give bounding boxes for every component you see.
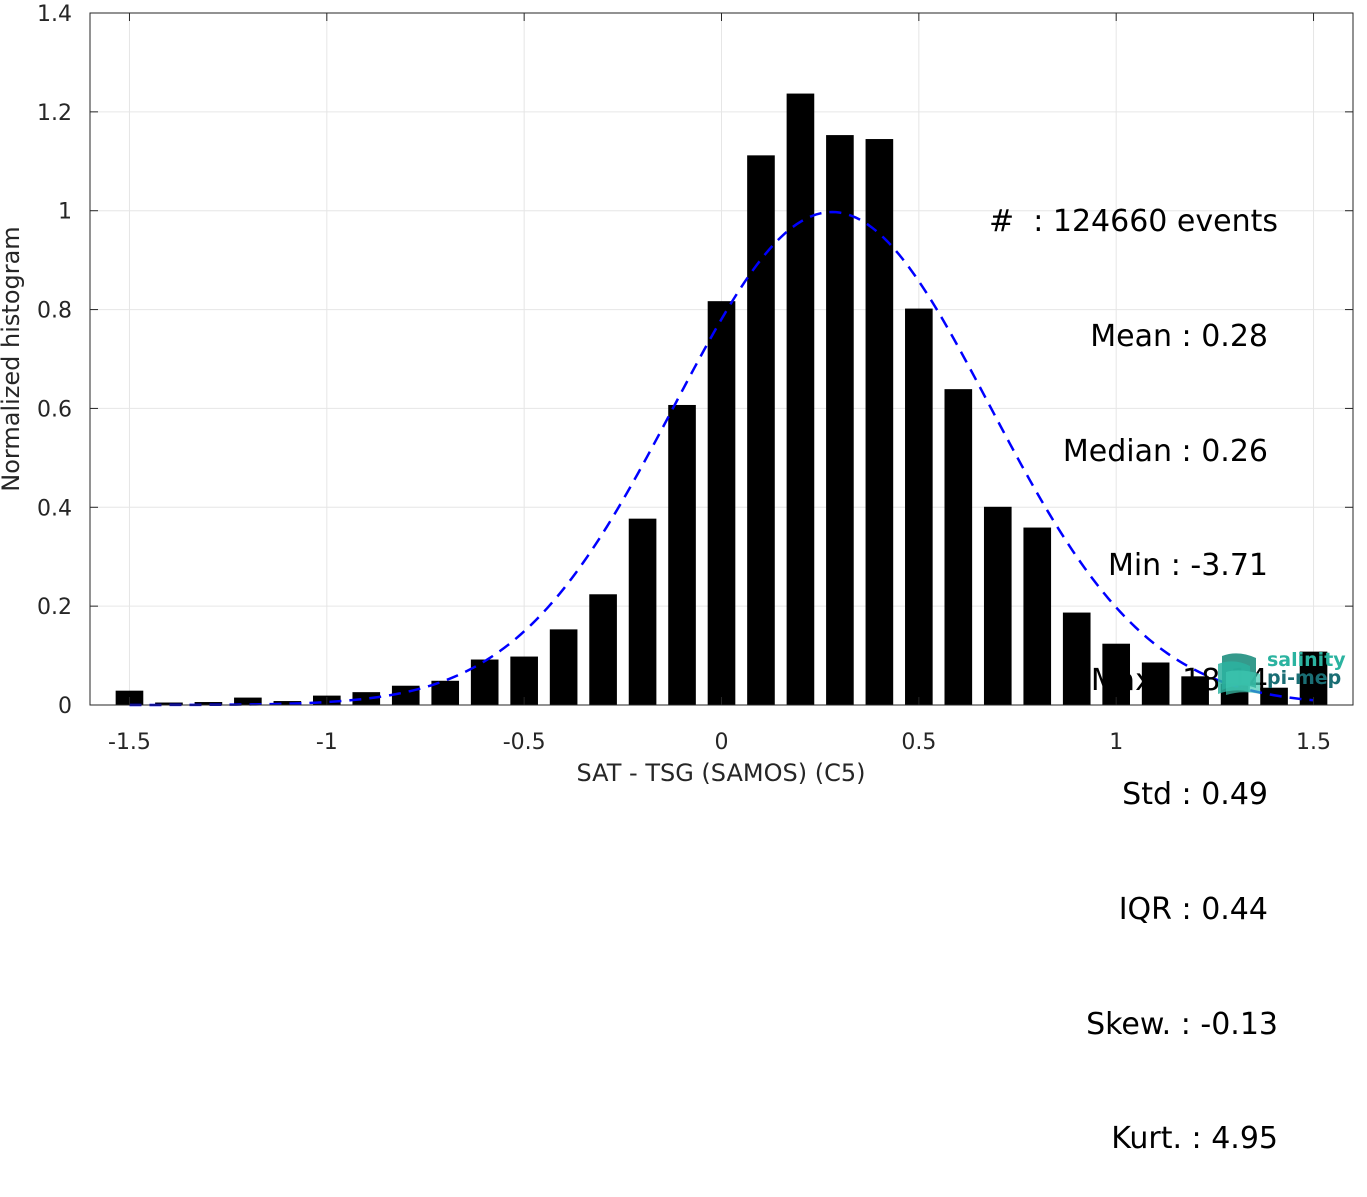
y-tick-label: 1.4 [37,2,72,27]
stat-median: Median : 0.26 [1062,433,1268,469]
y-axis-label: Normalized histogram [0,226,25,491]
histogram-bar [549,629,578,705]
histogram-bar [707,301,736,705]
histogram-bar [826,135,854,706]
histogram-bar [352,692,381,705]
histogram-bar [194,702,223,705]
y-tick-label: 0.6 [37,397,72,422]
x-axis-ticks: -1.5 -1 -0.5 0 0.5 1 1.5 [108,13,1331,755]
x-tick-label: -1.5 [108,730,151,755]
histogram-bar [905,308,933,705]
stat-std: Std : 0.49 [1122,777,1268,813]
histogram-bar [1062,612,1091,705]
x-axis-label: SAT - TSG (SAMOS) (C5) [577,759,866,785]
logo-text-salinity: salinity [1267,649,1346,671]
histogram-bar [786,93,815,705]
x-tick-label: 1.5 [1296,730,1331,755]
x-tick-label: 0.5 [901,730,936,755]
y-tick-label: 0.8 [37,299,72,324]
histogram-bars [115,93,1328,706]
histogram-bar [1023,527,1052,705]
logo-wave-icon [1218,653,1260,695]
histogram-bar [234,697,262,705]
histogram-chart: -1.5 -1 -0.5 0 0.5 1 1.5 00.20.40.60.811.21.4 … [0,2,1354,785]
histogram-bar [1141,662,1170,705]
histogram-bar [273,701,302,705]
x-tick-label: 1 [1109,730,1123,755]
y-axis-ticks: 0 0.2 0.4 0.6 0.8 1 1.2 1.4 [37,2,1353,719]
histogram-bar [1102,643,1131,705]
y-tick-label: 0 [58,694,72,719]
x-tick-label: -0.5 [503,730,546,755]
salinity-pimep-logo: salinity pi-mep [1216,646,1351,696]
normal-fit-curve [129,210,1314,707]
histogram-bar [510,656,538,705]
stat-iqr: IQR : 0.44 [1118,891,1268,927]
histogram-bar [865,139,894,706]
logo-text-pimep: pi-mep [1267,667,1342,689]
x-tick-label: 0 [715,730,729,755]
stat-skew: Skew. : -0.13 [1086,1006,1278,1042]
y-tick-label: 1 [58,200,72,225]
stat-kurt: Kurt. : 4.95 [1111,1121,1278,1157]
histogram-bar [628,518,657,705]
histogram-bar [944,389,973,705]
histogram-bar [747,155,775,706]
histogram-bar [668,404,696,705]
histogram-bar [155,702,183,705]
y-tick-label: 1.2 [37,101,72,126]
histogram-bar [1181,676,1209,705]
y-tick-label: 0.2 [37,595,72,620]
x-tick-label: -1 [316,730,338,755]
histogram-bar [983,506,1012,705]
histogram-bar [1299,651,1328,705]
y-tick-label: 0.4 [37,496,72,521]
stat-mean: Mean : 0.28 [1090,319,1268,354]
grid-lines [90,12,1353,706]
stat-events: # : 124660 events [989,204,1278,240]
histogram-bar [589,594,617,705]
stat-min: Min : -3.71 [1107,548,1268,584]
